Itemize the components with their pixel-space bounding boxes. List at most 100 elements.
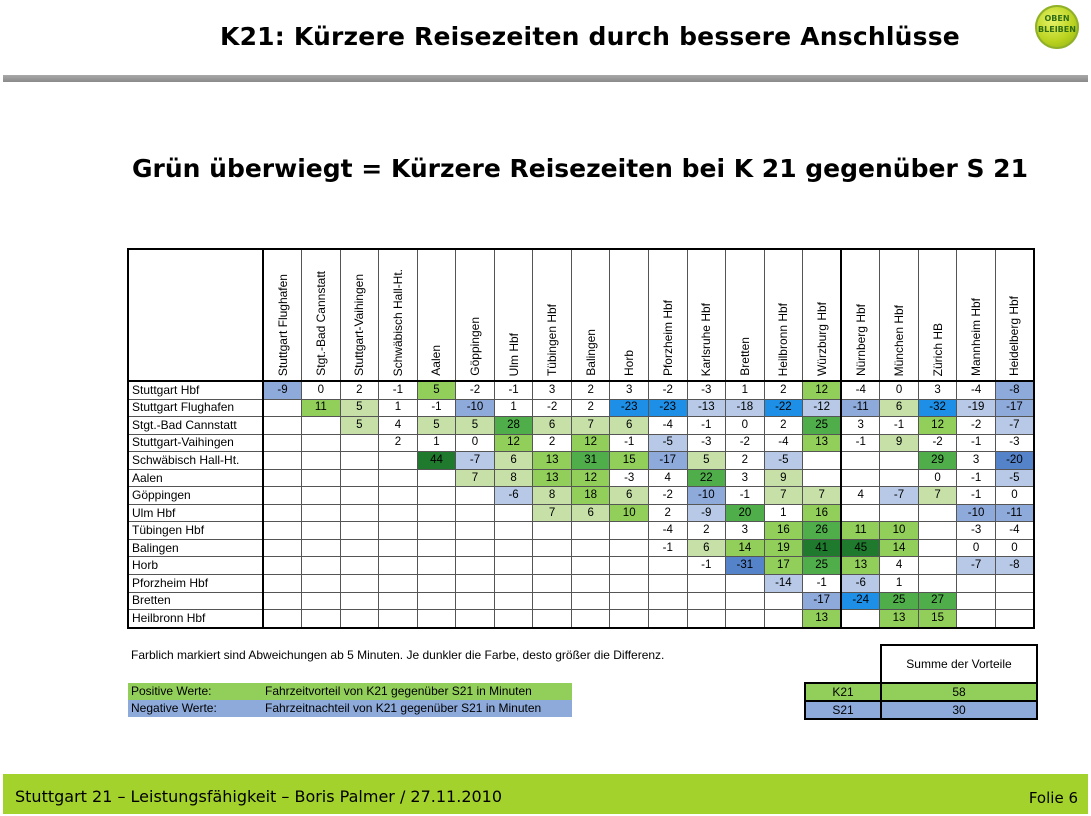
table-cell — [647, 574, 688, 593]
table-cell: -1 — [879, 416, 919, 435]
table-cell — [994, 591, 1035, 611]
table-cell: -2 — [647, 380, 688, 400]
table-cell — [725, 574, 765, 593]
table-cell: -10 — [686, 486, 727, 505]
table-cell: 25 — [879, 591, 919, 611]
table-cell — [378, 451, 418, 470]
column-header-label: Karlsruhe Hbf — [699, 302, 714, 376]
table-cell — [455, 521, 495, 540]
table-cell: -17 — [994, 398, 1035, 418]
column-header: Würzburg Hbf — [802, 248, 842, 382]
summary-s21-label: S21 — [804, 700, 882, 720]
table-cell: -1 — [956, 468, 996, 488]
column-header-label: Tübingen Hbf — [545, 303, 560, 376]
table-cell: 10 — [879, 521, 919, 540]
table-row: Bretten -17 -24 25 27 — [127, 591, 1035, 611]
table-cell: 7 — [570, 416, 611, 435]
table-cell — [570, 574, 611, 593]
column-header: Heidelberg Hbf — [994, 248, 1035, 382]
table-cell — [570, 609, 611, 629]
table-cell — [917, 574, 958, 593]
row-header: Stgt.-Bad Cannstatt — [127, 416, 264, 435]
table-row: Aalen 7 8 13 12 -3 4 22 3 9 0 -1 -5 — [127, 468, 1035, 488]
table-cell — [570, 521, 611, 540]
table-cell: 0 — [879, 380, 919, 400]
column-header: Pforzheim Hbf — [647, 248, 688, 382]
table-cell — [416, 468, 457, 488]
table-cell: 16 — [763, 521, 804, 540]
table-cell — [609, 521, 649, 540]
table-cell — [647, 609, 688, 629]
table-cell: 12 — [570, 468, 611, 488]
table-row: Stuttgart Flughafen 11 5 1 -1 -10 1 -2 2 -23 -23 -1… — [127, 398, 1035, 418]
row-header: Ulm Hbf — [127, 503, 264, 523]
table-cell: 15 — [917, 609, 958, 629]
table-cell: 3 — [956, 451, 996, 470]
table-cell — [378, 538, 418, 558]
summary-k21-value: 58 — [880, 682, 1038, 702]
table-cell — [262, 398, 303, 418]
column-header-label: Nürnberg Hbf — [853, 303, 868, 376]
table-cell: -8 — [994, 556, 1035, 576]
column-header: Balingen — [570, 248, 611, 382]
table-cell: 2 — [378, 433, 418, 453]
table-cell: -18 — [725, 398, 765, 418]
table-cell — [378, 609, 418, 629]
table-cell: -22 — [763, 398, 804, 418]
table-cell: 25 — [802, 556, 842, 576]
table-cell — [378, 556, 418, 576]
table-cell: 1 — [416, 433, 457, 453]
table-cell: 6 — [570, 503, 611, 523]
row-header: Pforzheim Hbf — [127, 574, 264, 593]
table-cell: 22 — [686, 468, 727, 488]
table-cell — [609, 609, 649, 629]
page-title: K21: Kürzere Reisezeiten durch bessere A… — [220, 22, 960, 51]
table-cell: 0 — [994, 486, 1035, 505]
column-header-label: Stuttgart-Vaihingen — [352, 274, 367, 376]
table-cell — [686, 609, 727, 629]
column-header-label: München Hbf — [892, 304, 907, 376]
table-cell — [416, 503, 457, 523]
table-cell — [532, 538, 572, 558]
summary-k21-label: K21 — [804, 682, 882, 702]
table-cell: 1 — [493, 398, 534, 418]
table-cell: 11 — [301, 398, 341, 418]
travel-time-matrix: Stuttgart Flughafen Stgt.-Bad Cannstatt St… — [127, 248, 1035, 629]
table-cell: -4 — [647, 521, 688, 540]
logo-text-bottom: BLEIBEN — [1038, 25, 1076, 34]
table-cell: 2 — [647, 503, 688, 523]
table-cell: 3 — [840, 416, 881, 435]
table-cell: 31 — [570, 451, 611, 470]
column-header: Tübingen Hbf — [532, 248, 572, 382]
table-cell: 5 — [416, 416, 457, 435]
table-cell: -1 — [416, 398, 457, 418]
table-cell: 4 — [378, 416, 418, 435]
table-cell: -9 — [686, 503, 727, 523]
table-cell: 6 — [493, 451, 534, 470]
table-cell: 0 — [455, 433, 495, 453]
table-cell: 7 — [455, 468, 495, 488]
column-header: Stuttgart Flughafen — [262, 248, 303, 382]
table-cell — [262, 451, 303, 470]
column-header: Karlsruhe Hbf — [686, 248, 727, 382]
table-cell — [262, 521, 303, 540]
logo-text-top: OBEN — [1044, 14, 1070, 23]
table-cell: -1 — [378, 380, 418, 400]
table-cell — [301, 556, 341, 576]
table-cell: -5 — [763, 451, 804, 470]
table-cell: -7 — [879, 486, 919, 505]
column-header: Aalen — [416, 248, 457, 382]
table-cell: -32 — [917, 398, 958, 418]
table-cell — [455, 609, 495, 629]
table-cell — [725, 609, 765, 629]
table-cell: 6 — [686, 538, 727, 558]
table-cell — [802, 468, 842, 488]
table-row: Heilbronn Hbf 13 13 15 — [127, 609, 1035, 629]
table-cell: 7 — [802, 486, 842, 505]
table-cell: 4 — [840, 486, 881, 505]
table-row: Balingen -1 6 14 19 41 45 14 0 0 — [127, 538, 1035, 558]
table-cell — [262, 468, 303, 488]
table-cell: -2 — [725, 433, 765, 453]
table-cell — [686, 574, 727, 593]
table-cell: -19 — [956, 398, 996, 418]
